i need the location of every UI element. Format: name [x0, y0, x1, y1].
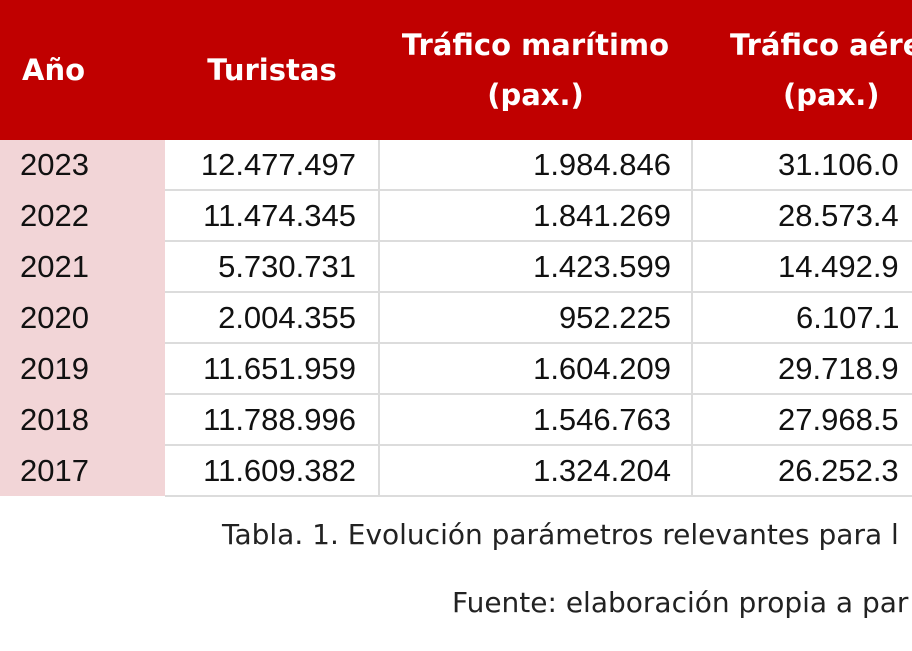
cell-maritime: 1.604.209	[379, 343, 693, 395]
table-row: 2023 12.477.497 1.984.846 31.106.0	[0, 140, 912, 191]
cell-maritime: 1.841.269	[379, 190, 693, 242]
cell-tourists: 11.788.996	[165, 394, 380, 446]
table-row: 2017 11.609.382 1.324.204 26.252.3	[0, 445, 912, 497]
table-caption: Tabla. 1. Evolución parámetros relevante…	[222, 518, 899, 551]
cell-air-value: 28.573.4	[778, 197, 899, 233]
cell-year: 2020	[0, 292, 165, 343]
cell-air: 6.107.1	[692, 292, 912, 344]
cell-air-value: 26.252.3	[778, 452, 899, 488]
cell-year: 2018	[0, 394, 165, 445]
cell-air: 14.492.9	[692, 241, 912, 293]
cell-air-value: 14.492.9	[778, 248, 899, 284]
cell-tourists: 2.004.355	[165, 292, 380, 344]
header-air: Tráfico aéreo (pax.)	[692, 0, 912, 140]
cell-year: 2022	[0, 190, 165, 241]
data-table: Año Turistas Tráfico marítimo (pax.) Trá…	[0, 0, 912, 497]
cell-year: 2017	[0, 445, 165, 496]
cell-tourists: 12.477.497	[165, 140, 380, 191]
cell-maritime: 1.984.846	[379, 140, 693, 191]
cell-maritime: 1.546.763	[379, 394, 693, 446]
cell-tourists: 11.474.345	[165, 190, 380, 242]
cell-tourists: 5.730.731	[165, 241, 380, 293]
cell-maritime: 1.324.204	[379, 445, 693, 497]
cell-air: 29.718.9	[692, 343, 912, 395]
header-air-line1: Tráfico aéreo	[730, 28, 912, 62]
cell-maritime: 952.225	[379, 292, 693, 344]
table-row: 2021 5.730.731 1.423.599 14.492.9	[0, 241, 912, 293]
table-header-row: Año Turistas Tráfico marítimo (pax.) Trá…	[0, 0, 912, 140]
cell-tourists: 11.651.959	[165, 343, 380, 395]
cell-air: 27.968.5	[692, 394, 912, 446]
cell-air-value: 31.106.0	[778, 146, 899, 182]
cell-year: 2019	[0, 343, 165, 394]
cell-air-value: 29.718.9	[778, 350, 899, 386]
header-year: Año	[0, 0, 165, 140]
table-source: Fuente: elaboración propia a par	[452, 586, 909, 619]
header-maritime-line1: Tráfico marítimo	[401, 28, 670, 62]
header-maritime-line2: (pax.)	[487, 78, 584, 112]
header-air-line2: (pax.)	[783, 78, 880, 112]
table-row: 2022 11.474.345 1.841.269 28.573.4	[0, 190, 912, 242]
cell-air: 26.252.3	[692, 445, 912, 497]
cell-air: 31.106.0	[692, 140, 912, 191]
table-row: 2018 11.788.996 1.546.763 27.968.5	[0, 394, 912, 446]
cell-year: 2023	[0, 140, 165, 190]
cell-year: 2021	[0, 241, 165, 292]
cell-air: 28.573.4	[692, 190, 912, 242]
cell-air-value: 6.107.1	[796, 299, 900, 335]
cell-tourists: 11.609.382	[165, 445, 380, 497]
cell-air-value: 27.968.5	[778, 401, 899, 437]
header-tourists: Turistas	[165, 0, 379, 140]
table-row: 2020 2.004.355 952.225 6.107.1	[0, 292, 912, 344]
cell-maritime: 1.423.599	[379, 241, 693, 293]
header-maritime: Tráfico marítimo (pax.)	[379, 0, 692, 140]
table-row: 2019 11.651.959 1.604.209 29.718.9	[0, 343, 912, 395]
